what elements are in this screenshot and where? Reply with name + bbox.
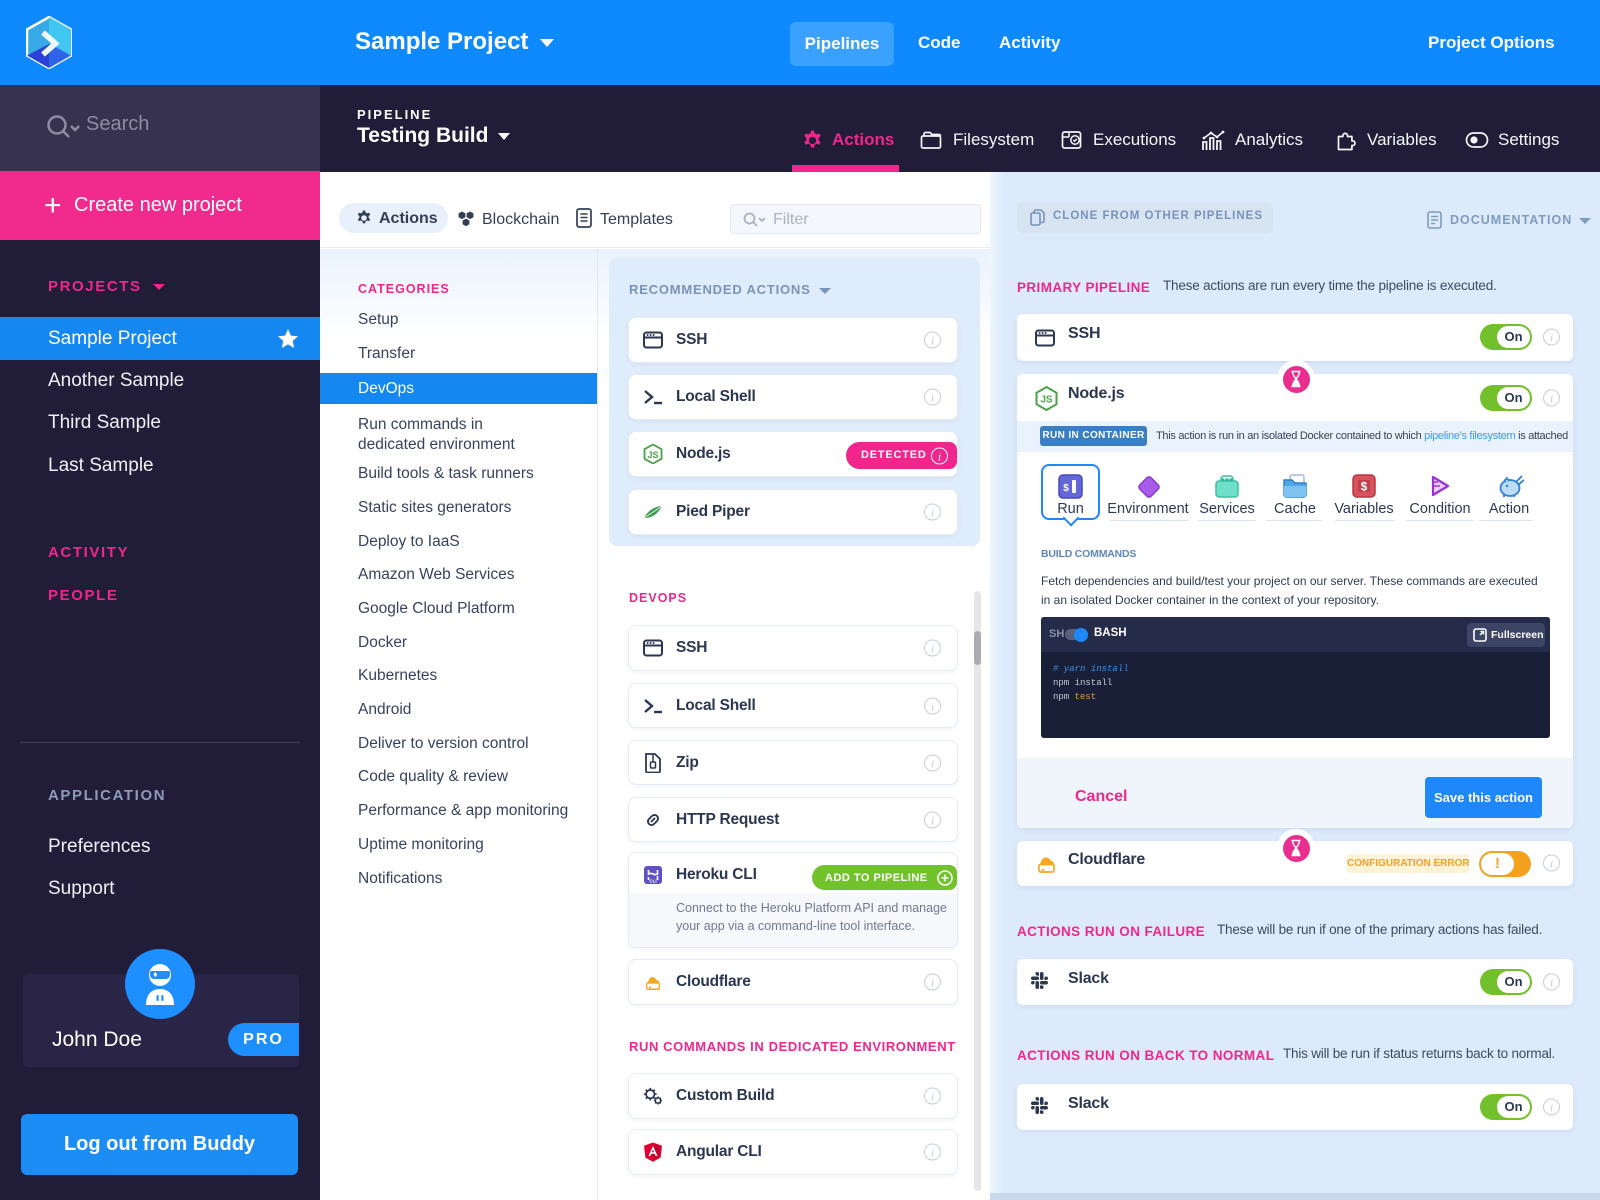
svg-text:JS: JS bbox=[647, 450, 658, 460]
svg-text:$: $ bbox=[1361, 480, 1368, 494]
svg-text:JS: JS bbox=[1040, 395, 1053, 406]
svg-text:$: $ bbox=[1063, 483, 1069, 494]
svg-text:CLI: CLI bbox=[649, 878, 656, 883]
